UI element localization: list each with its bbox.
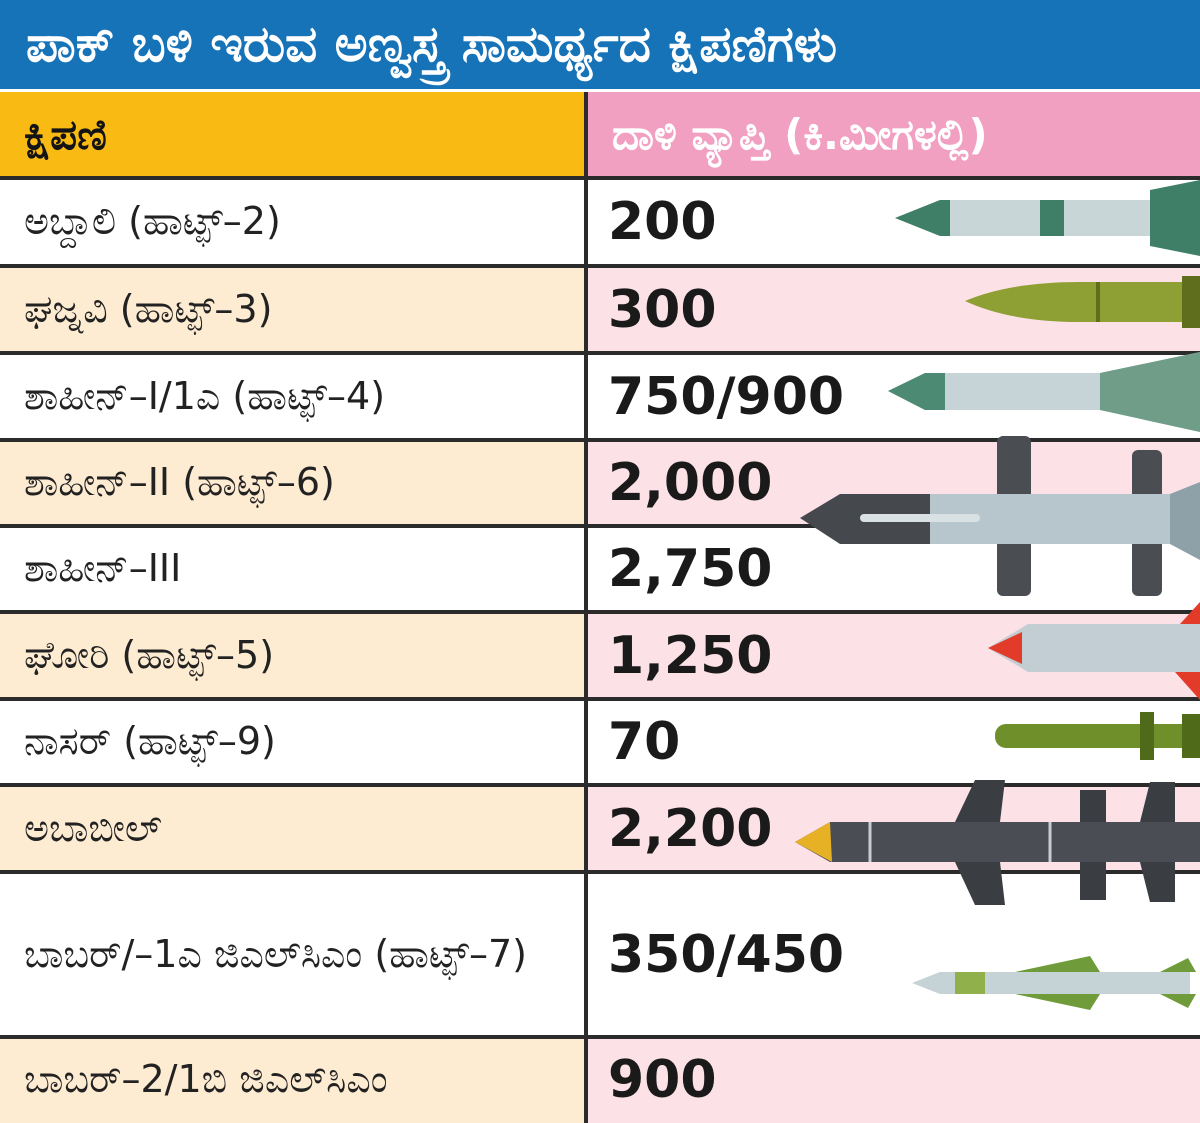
table-row: ಶಾಹೀನ್–I/1ಎ (ಹಾಟ್ಫ್–4) 750/900	[0, 353, 1200, 440]
table-row: ಬಾಬರ್–2/1ಬಿ ಜಿಎಲ್‌ಸಿಎಂ 900	[0, 1037, 1200, 1123]
range-value: 300	[588, 266, 1200, 353]
range-value: 70	[588, 699, 1200, 785]
row-divider	[0, 524, 1200, 528]
missile-name: ಶಾಹೀನ್–III	[0, 526, 584, 612]
missile-name: ಅಬಾಬೀಲ್	[0, 785, 584, 872]
range-value: 2,750	[588, 526, 1200, 612]
column-header-range: ದಾಳಿ ವ್ಯಾಪ್ತಿ (ಕಿ.ಮೀಗಳಲ್ಲಿ)	[588, 92, 1200, 178]
missile-name: ಅಬ್ದಾಲಿ (ಹಾಟ್ಫ್–2)	[0, 178, 584, 266]
table-row: ನಾಸರ್ (ಹಾಟ್ಫ್–9) 70	[0, 699, 1200, 785]
missile-name: ಘೋರಿ (ಹಾಟ್ಫ್–5)	[0, 612, 584, 699]
range-value: 2,200	[588, 785, 1200, 872]
table-row: ಘಜ್ನವಿ (ಹಾಟ್ಫ್–3) 300	[0, 266, 1200, 353]
column-header-missile: ಕ್ಷಿಪಣಿ	[0, 92, 584, 178]
missile-name: ಶಾಹೀನ್–I/1ಎ (ಹಾಟ್ಫ್–4)	[0, 353, 584, 440]
row-divider	[0, 438, 1200, 442]
row-divider	[0, 176, 1200, 180]
table-row: ಅಬಾಬೀಲ್ 2,200	[0, 785, 1200, 872]
row-divider	[0, 264, 1200, 268]
missile-name: ನಾಸರ್ (ಹಾಟ್ಫ್–9)	[0, 699, 584, 785]
range-value: 750/900	[588, 353, 1200, 440]
range-value: 2,000	[588, 440, 1200, 526]
row-divider	[0, 783, 1200, 787]
missile-name: ಘಜ್ನವಿ (ಹಾಟ್ಫ್–3)	[0, 266, 584, 353]
table-row: ಶಾಹೀನ್–II (ಹಾಟ್ಫ್–6) 2,000	[0, 440, 1200, 526]
range-value: 200	[588, 178, 1200, 266]
table-row: ಘೋರಿ (ಹಾಟ್ಫ್–5) 1,250	[0, 612, 1200, 699]
range-value: 900	[588, 1037, 1200, 1123]
row-divider	[0, 1035, 1200, 1039]
missile-name: ಶಾಹೀನ್–II (ಹಾಟ್ಫ್–6)	[0, 440, 584, 526]
row-divider	[0, 351, 1200, 355]
table-row: ಶಾಹೀನ್–III 2,750	[0, 526, 1200, 612]
chart-title: ಪಾಕ್ ಬಳಿ ಇರುವ ಅಣ್ವಸ್ತ್ರ ಸಾಮರ್ಥ್ಯದ ಕ್ಷಿಪಣ…	[0, 0, 1200, 92]
table-row: ಬಾಬರ್/–1ಎ ಜಿಎಲ್‌ಸಿಎಂ (ಹಾಟ್ಫ್–7) 350/450	[0, 872, 1200, 1037]
row-divider	[0, 870, 1200, 874]
missile-name: ಬಾಬರ್/–1ಎ ಜಿಎಲ್‌ಸಿಎಂ (ಹಾಟ್ಫ್–7)	[0, 872, 584, 1037]
column-divider	[584, 92, 588, 1123]
row-divider	[0, 610, 1200, 614]
range-value: 1,250	[588, 612, 1200, 699]
missile-name: ಬಾಬರ್–2/1ಬಿ ಜಿಎಲ್‌ಸಿಎಂ	[0, 1037, 584, 1123]
row-divider	[0, 697, 1200, 701]
table-row: ಅಬ್ದಾಲಿ (ಹಾಟ್ಫ್–2) 200	[0, 178, 1200, 266]
range-value: 350/450	[588, 872, 1200, 1037]
